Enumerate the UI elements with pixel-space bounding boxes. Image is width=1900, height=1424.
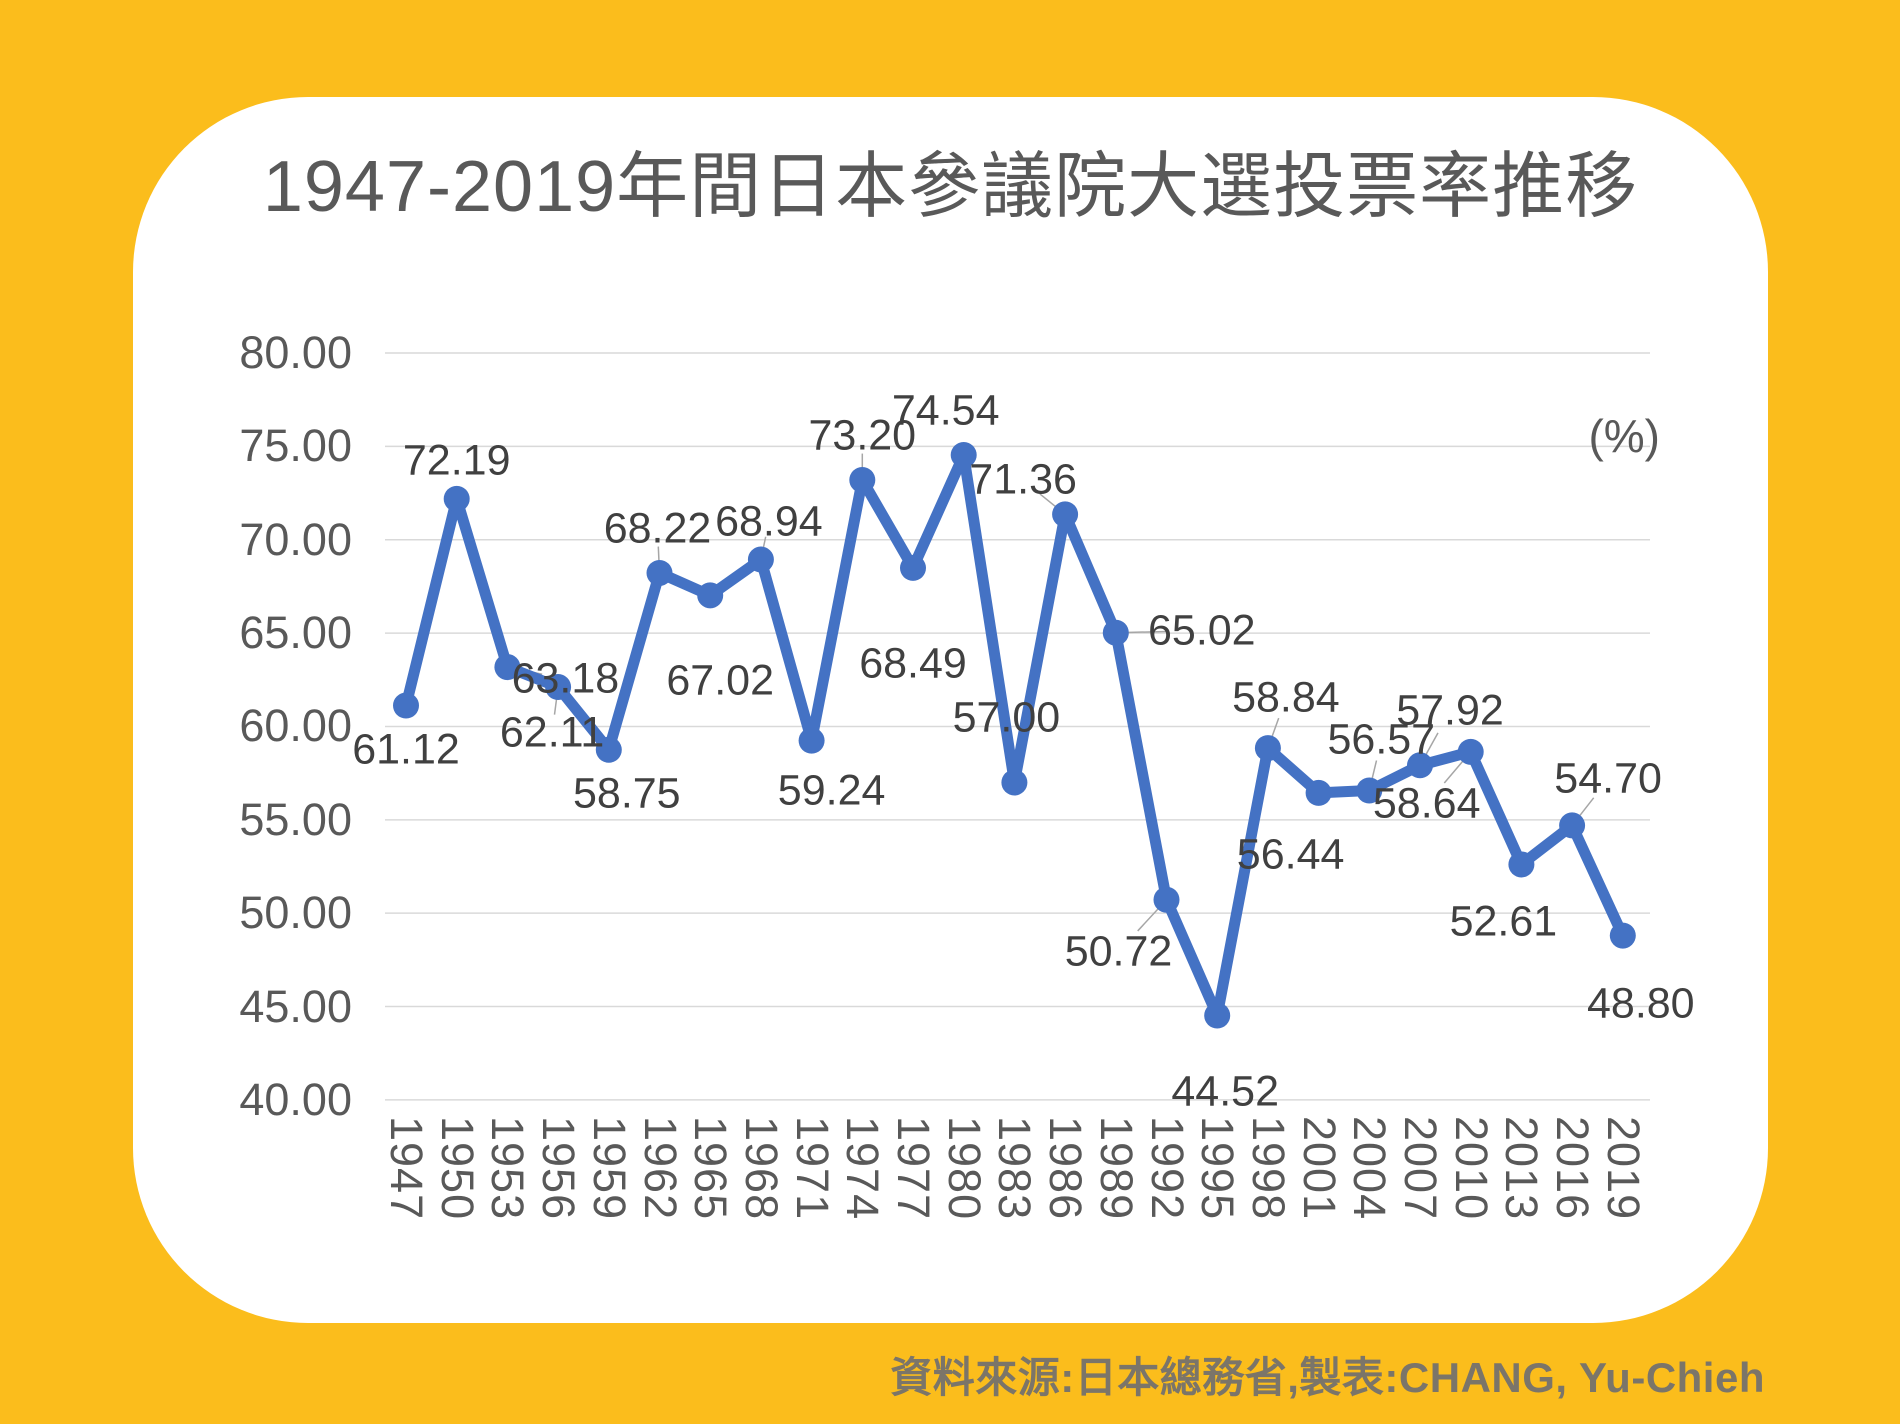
data-label: 58.75 bbox=[572, 769, 681, 818]
x-axis-label: 1965 bbox=[685, 1116, 737, 1221]
x-axis-label: 1956 bbox=[533, 1116, 585, 1221]
data-point-marker bbox=[1001, 769, 1028, 796]
data-label: 63.18 bbox=[511, 654, 620, 703]
data-point-marker bbox=[443, 485, 470, 512]
data-label: 59.24 bbox=[777, 766, 886, 815]
data-label: 57.92 bbox=[1396, 686, 1504, 735]
data-point-marker bbox=[545, 674, 572, 701]
y-axis-label: 75.00 bbox=[239, 420, 352, 472]
y-axis-label: 70.00 bbox=[239, 513, 352, 565]
data-point-marker bbox=[1559, 812, 1586, 839]
data-label: 48.80 bbox=[1586, 979, 1695, 1028]
data-point-marker bbox=[849, 466, 876, 493]
data-point-markers bbox=[393, 441, 1636, 1029]
data-point-marker bbox=[1153, 886, 1180, 913]
x-axis-label: 1992 bbox=[1141, 1116, 1193, 1221]
x-axis-label: 2004 bbox=[1344, 1116, 1396, 1221]
data-point-marker bbox=[1508, 851, 1535, 878]
source-note: 資料來源:日本總務省,製表:CHANG, Yu-Chieh bbox=[890, 1354, 1765, 1401]
data-label: 54.70 bbox=[1554, 754, 1662, 803]
x-axis-label: 2013 bbox=[1496, 1116, 1548, 1221]
data-label: 65.02 bbox=[1147, 606, 1256, 655]
data-label: 73.20 bbox=[808, 411, 917, 460]
data-label: 68.49 bbox=[859, 639, 967, 688]
x-axis-label: 1986 bbox=[1040, 1116, 1092, 1221]
data-point-marker bbox=[900, 554, 926, 581]
data-label: 56.44 bbox=[1236, 830, 1345, 879]
data-label: 74.54 bbox=[891, 386, 1000, 435]
y-axis-label: 50.00 bbox=[239, 887, 352, 939]
data-label: 71.36 bbox=[969, 455, 1077, 504]
data-point-marker bbox=[747, 546, 774, 573]
x-axis-label: 1962 bbox=[634, 1116, 686, 1221]
data-label: 62.11 bbox=[499, 708, 605, 757]
data-point-marker bbox=[393, 692, 419, 719]
data-label: 52.61 bbox=[1449, 897, 1558, 946]
data-point-marker bbox=[1609, 922, 1636, 949]
data-label: 50.72 bbox=[1064, 927, 1173, 976]
y-axis-label: 60.00 bbox=[239, 700, 352, 752]
data-label: 72.19 bbox=[402, 436, 511, 485]
chart-title: 1947-2019年間日本參議院大選投票率推移 bbox=[262, 147, 1639, 227]
x-axis-label: 2016 bbox=[1547, 1116, 1599, 1221]
data-label: 58.64 bbox=[1372, 779, 1481, 828]
x-axis-label: 1977 bbox=[888, 1116, 939, 1221]
x-axis-label: 1998 bbox=[1242, 1116, 1294, 1221]
data-point-marker bbox=[1305, 779, 1332, 806]
data-point-marker bbox=[1254, 735, 1281, 762]
data-point-marker bbox=[1204, 1002, 1231, 1029]
data-point-marker bbox=[950, 441, 977, 468]
x-axis-label: 2001 bbox=[1293, 1116, 1345, 1221]
y-axis-label: 40.00 bbox=[239, 1073, 352, 1125]
data-label: 58.84 bbox=[1232, 673, 1340, 722]
y-axis-label: 80.00 bbox=[239, 327, 352, 378]
unit-label: (%) bbox=[1588, 410, 1660, 462]
x-axis-label: 1968 bbox=[735, 1116, 787, 1221]
x-axis-label: 1989 bbox=[1090, 1116, 1142, 1221]
data-point-marker bbox=[1356, 777, 1383, 804]
x-axis-label: 1974 bbox=[837, 1116, 889, 1221]
x-axis-label: 1980 bbox=[938, 1116, 990, 1221]
data-label: 67.02 bbox=[666, 656, 774, 705]
x-axis-label: 1953 bbox=[482, 1116, 534, 1221]
x-axis-label: 2007 bbox=[1395, 1116, 1446, 1221]
data-label: 56.57 bbox=[1327, 715, 1436, 764]
data-point-marker bbox=[494, 654, 521, 681]
data-point-marker bbox=[798, 727, 825, 754]
x-axis-label: 2010 bbox=[1445, 1116, 1497, 1221]
data-point-marker bbox=[595, 736, 622, 763]
data-label: 68.22 bbox=[603, 504, 712, 553]
y-axis-label: 65.00 bbox=[239, 607, 352, 659]
y-axis-label: 45.00 bbox=[239, 980, 352, 1032]
x-axis-label: 1950 bbox=[431, 1116, 483, 1221]
data-point-marker bbox=[1407, 752, 1433, 779]
data-label: 68.94 bbox=[715, 497, 823, 546]
data-point-marker bbox=[1052, 501, 1079, 528]
x-axis-label: 1983 bbox=[989, 1116, 1041, 1221]
data-point-marker bbox=[697, 582, 724, 609]
data-label: 57.00 bbox=[952, 693, 1061, 742]
y-axis-label: 55.00 bbox=[239, 793, 352, 845]
data-label: 61.12 bbox=[352, 725, 460, 774]
x-axis-label: 1995 bbox=[1192, 1116, 1244, 1221]
data-label: 44.52 bbox=[1171, 1067, 1279, 1115]
x-axis-label: 2019 bbox=[1597, 1116, 1649, 1221]
x-axis-label: 1959 bbox=[583, 1116, 635, 1221]
x-axis-label: 1971 bbox=[786, 1116, 838, 1221]
x-axis-label: 1947 bbox=[381, 1116, 432, 1221]
data-point-marker bbox=[1457, 738, 1484, 765]
data-point-marker bbox=[646, 559, 673, 586]
data-point-marker bbox=[1102, 619, 1129, 646]
